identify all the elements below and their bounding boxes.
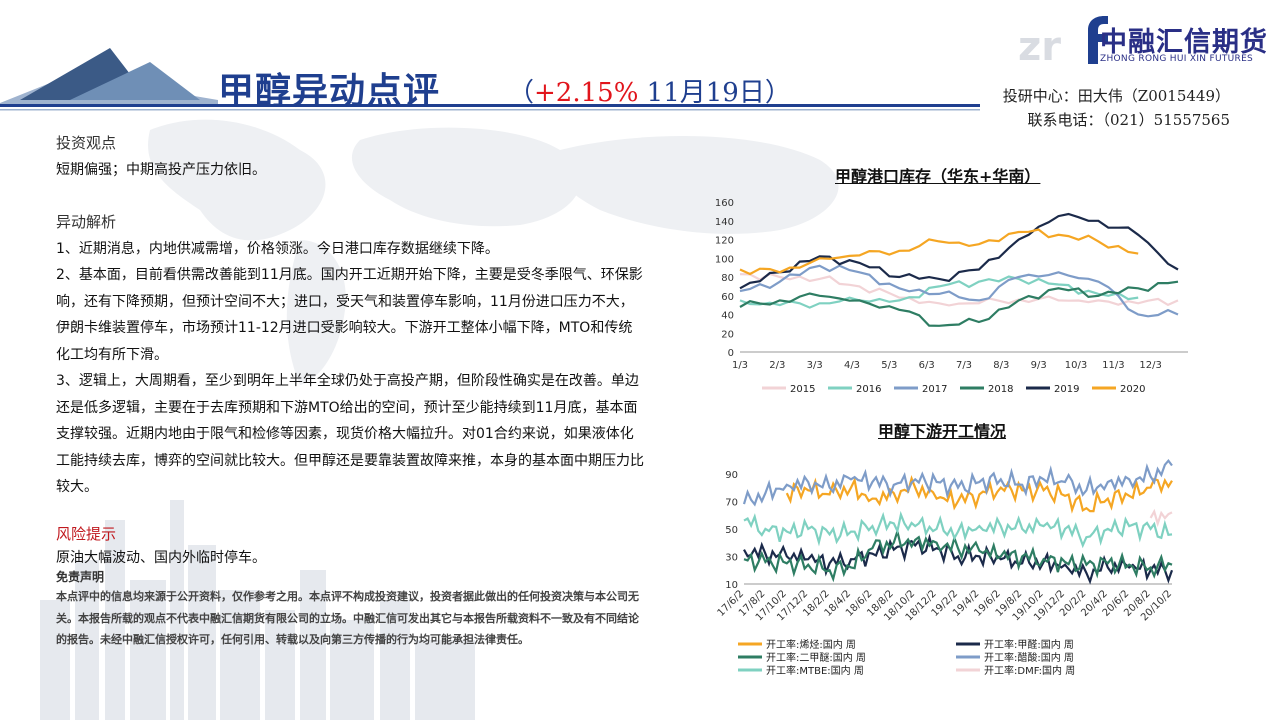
series-line-1 — [743, 533, 1174, 585]
subtitle-open: （ — [508, 78, 535, 108]
legend-label: 开工率:甲醛:国内 周 — [984, 638, 1074, 651]
legend-label: 2015 — [790, 384, 815, 395]
series-line-5 — [739, 228, 1139, 276]
series-line-4 — [739, 212, 1179, 290]
legend-label: 开工率:MTBE:国内 周 — [766, 664, 864, 677]
legend-label: 2017 — [922, 384, 947, 395]
disclaimer-title: 免责声明 — [56, 570, 105, 584]
company-logo: zr — [1018, 16, 1108, 70]
legend-label: 开工率:醋酸:国内 周 — [984, 651, 1074, 664]
downstream-chart: 103050709017/6/217/8/217/10/217/12/218/2… — [716, 458, 1174, 677]
header-banner — [0, 48, 980, 111]
company-name-cn: 中融汇信期货 — [1100, 27, 1268, 58]
x-tick-label: 10/3 — [1065, 360, 1087, 371]
analysis-p1: 1、近期消息，内地供减需增，价格领涨。今日港口库存数据继续下降。 — [56, 240, 499, 257]
contact-info: 投研中心：田大伟（Z0015449） 联系电话：（021）51557565 — [1003, 84, 1230, 132]
logo-f-mark — [1088, 16, 1108, 64]
series-line-1 — [739, 275, 1139, 309]
y-tick-label: 30 — [725, 552, 738, 563]
risk-text: 原油大幅波动、国内外临时停车。 — [56, 550, 266, 566]
x-tick-label: 6/3 — [919, 360, 935, 371]
y-tick-label: 140 — [715, 217, 734, 228]
analysis-title: 异动解析 — [56, 213, 117, 231]
y-tick-label: 0 — [728, 348, 734, 359]
analysis-p3: 3、逻辑上，大周期看，至少到明年上半年全球仍处于高投产期，但阶段性确实是在改善。… — [56, 373, 644, 495]
x-tick-label: 9/3 — [1031, 360, 1047, 371]
x-tick-label: 1/3 — [732, 360, 748, 371]
x-tick-label: 7/3 — [956, 360, 972, 371]
y-tick-label: 40 — [721, 311, 734, 322]
x-tick-label: 11/3 — [1102, 360, 1124, 371]
x-tick-label: 2/3 — [769, 360, 785, 371]
legend-label: 开工率:烯烃:国内 周 — [766, 638, 856, 651]
disclaimer-text: 本点评中的信息均来源于公开资料，仅作参考之用。本点评不构成投资建议，投资者据此做… — [56, 590, 639, 646]
view-text: 短期偏强；中期高投产压力依旧。 — [56, 161, 266, 178]
view-title: 投资观点 — [56, 134, 117, 152]
risk-title: 风险提示 — [56, 524, 117, 543]
legend-label: 2016 — [856, 384, 881, 395]
report-date: 11月19日） — [638, 78, 791, 108]
x-tick-label: 12/3 — [1139, 360, 1161, 371]
x-tick-label: 5/3 — [881, 360, 897, 371]
y-tick-label: 70 — [725, 497, 738, 508]
page-subtitle: （+2.15% 11月19日） — [508, 72, 791, 109]
x-tick-label: 4/3 — [844, 360, 860, 371]
series-line-4 — [743, 510, 1173, 549]
series-line-2 — [743, 527, 1173, 583]
y-tick-label: 120 — [715, 236, 734, 247]
legend-label: 2018 — [988, 384, 1013, 395]
legend-label: 2020 — [1120, 384, 1145, 395]
y-tick-label: 60 — [721, 292, 734, 303]
logo-watermark-letters: zr — [1018, 24, 1061, 70]
y-tick-label: 80 — [721, 273, 734, 284]
y-tick-label: 10 — [725, 580, 738, 591]
series-line-3 — [742, 458, 1173, 507]
y-tick-label: 20 — [721, 329, 734, 340]
x-tick-label: 8/3 — [993, 360, 1009, 371]
series-line-0 — [785, 474, 1173, 514]
report-body: 投资观点 短期偏强；中期高投产压力依旧。 异动解析 1、近期消息，内地供减需增，… — [56, 130, 646, 651]
inventory-chart: 0 20 40 60 80 100 120 140 160 1/3 2/3 3/3 4/3 5/3 6/3 7… — [715, 198, 1188, 395]
y-tick-label: 160 — [715, 198, 734, 209]
chart1-title: 甲醇港口库存（华东+华南） — [835, 167, 1041, 186]
company-name-en: ZHONG RONG HUI XIN FUTURES — [1100, 54, 1254, 64]
phone-info: 联系电话：（021）51557565 — [1027, 111, 1230, 129]
legend-label: 开工率:二甲醚:国内 周 — [766, 651, 866, 664]
series-line-0 — [739, 272, 1179, 307]
legend-label: 开工率:DMF:国内 周 — [984, 664, 1075, 677]
analysis-p2: 2、基本面，目前看供需改善能到11月底。国内开工近期开始下降，主要是受冬季限气、… — [56, 267, 643, 363]
analyst-info: 投研中心：田大伟（Z0015449） — [1002, 87, 1230, 105]
price-change: +2.15% — [534, 78, 639, 108]
chart2-title: 甲醇下游开工情况 — [878, 422, 1007, 441]
legend-label: 2019 — [1054, 384, 1079, 395]
y-tick-label: 100 — [715, 254, 734, 265]
page-title: 甲醇异动点评 — [218, 70, 441, 112]
series-line-2 — [739, 264, 1179, 318]
series-line-3 — [739, 280, 1179, 327]
x-tick-label: 3/3 — [807, 360, 823, 371]
y-tick-label: 50 — [725, 525, 738, 536]
series-line-5 — [1149, 508, 1173, 528]
y-tick-label: 90 — [725, 470, 738, 481]
